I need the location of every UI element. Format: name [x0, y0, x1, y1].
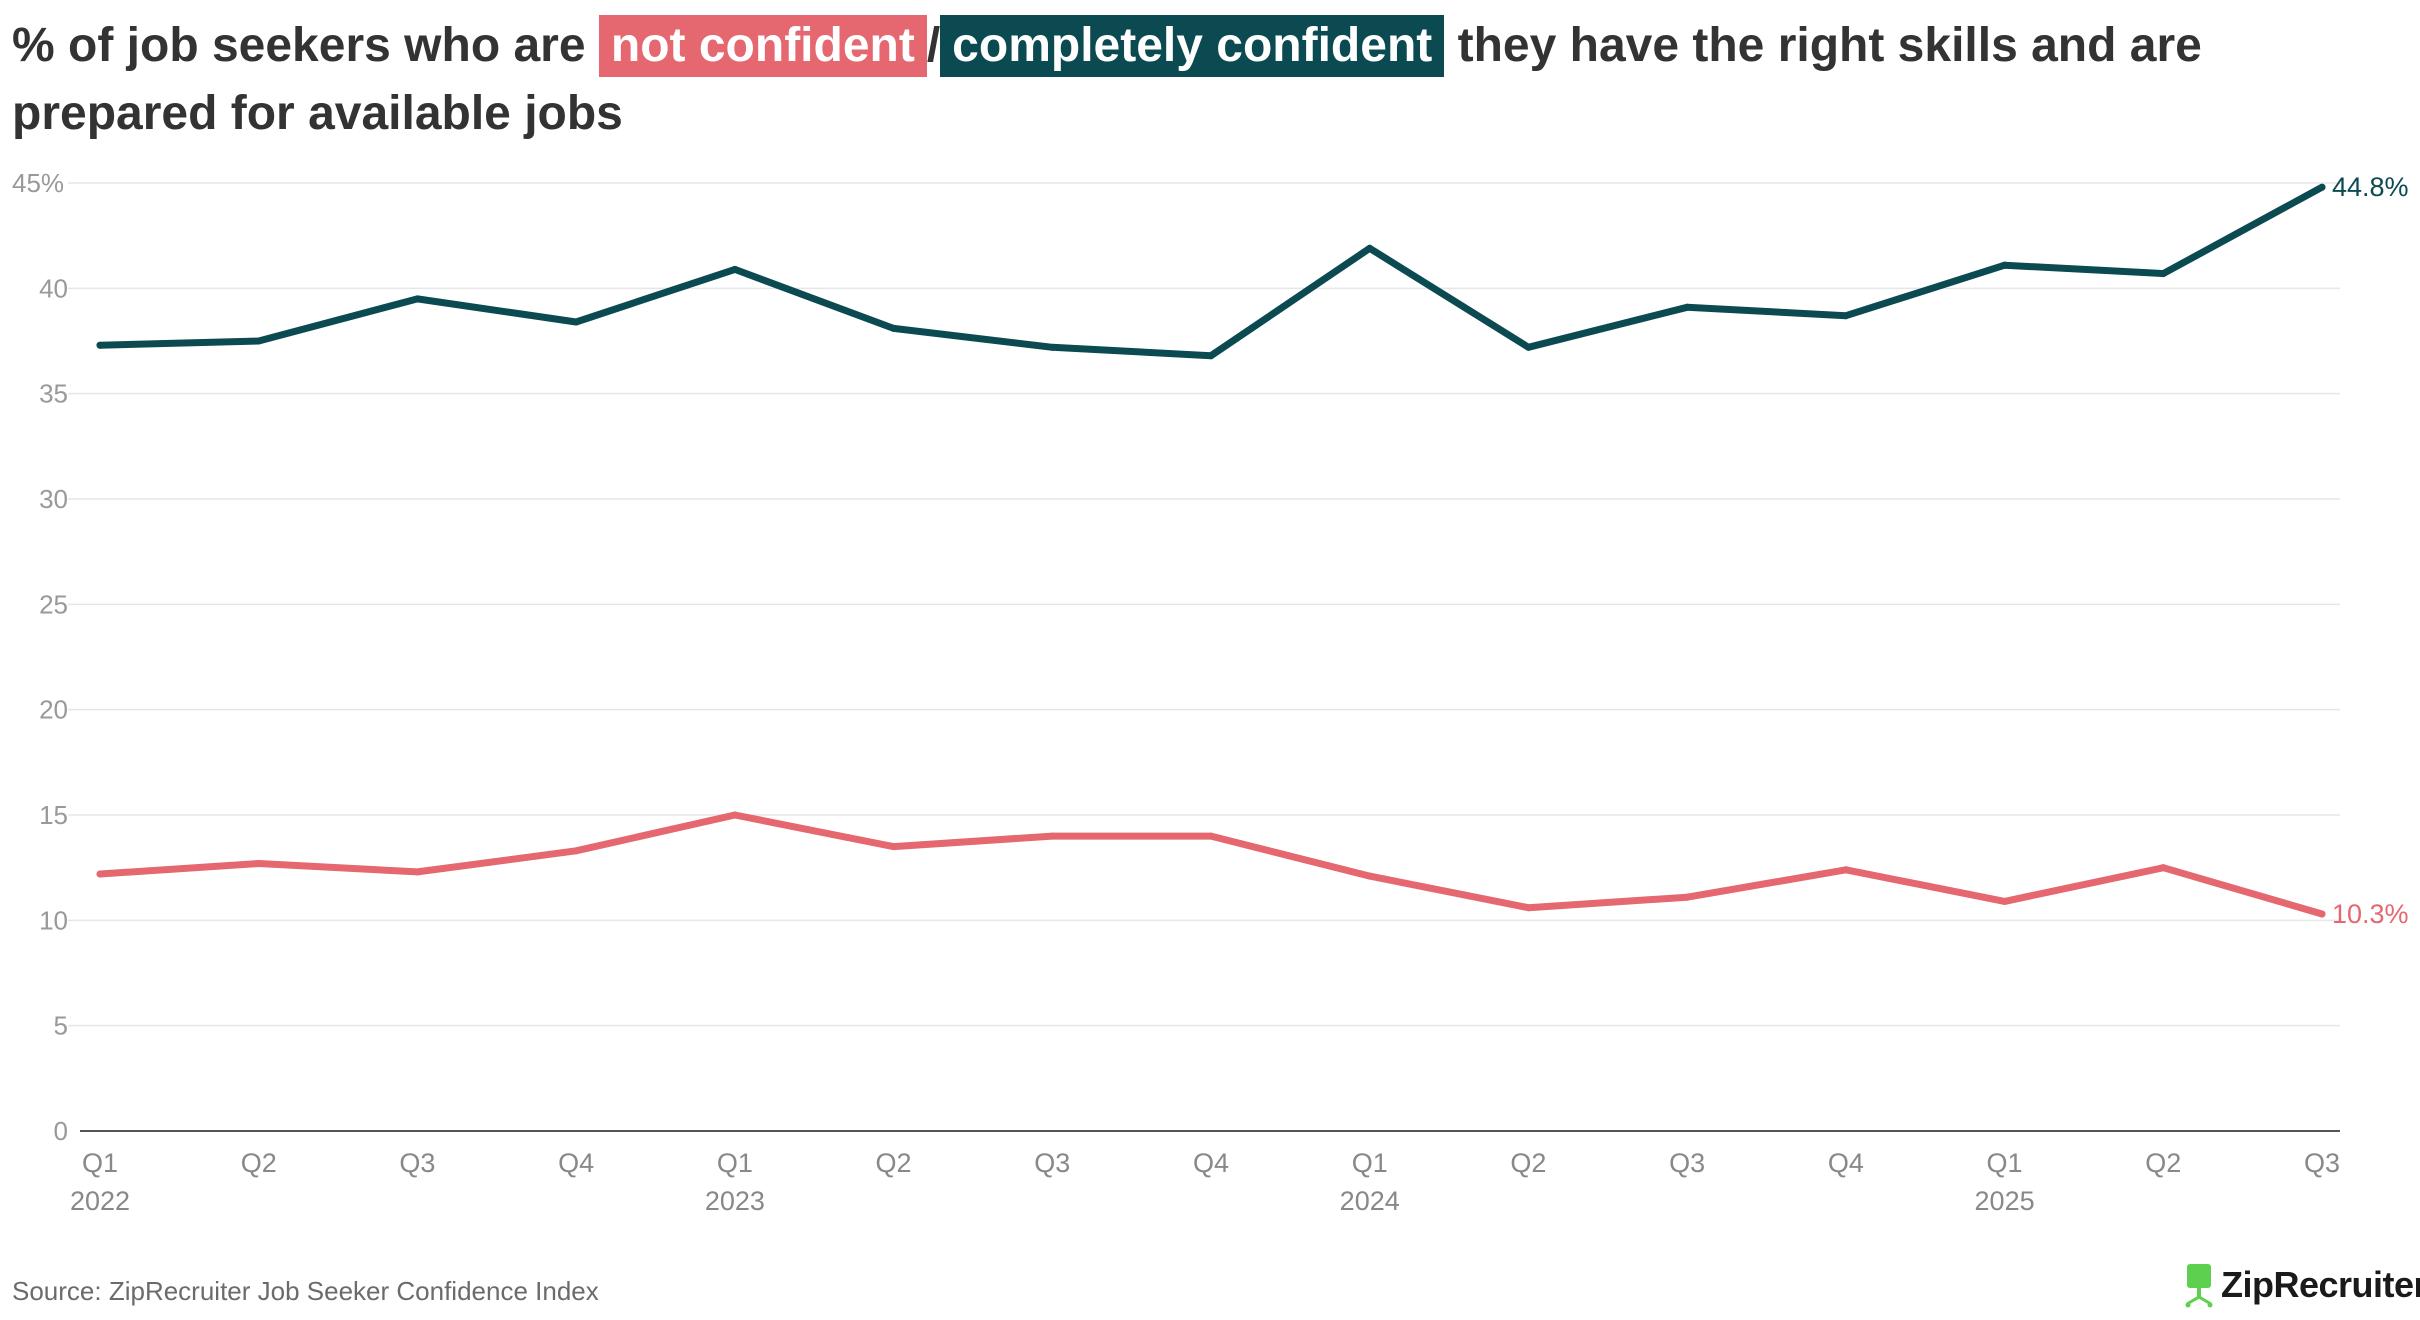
source-note: Source: ZipRecruiter Job Seeker Confiden…: [12, 1276, 599, 1306]
x-year-label: 2023: [705, 1186, 765, 1216]
x-tick-label: Q1: [1987, 1148, 2023, 1178]
data-point-not-confident: [1048, 832, 1056, 840]
x-tick-label: Q4: [558, 1148, 594, 1178]
data-point-not-confident: [1683, 893, 1691, 901]
series-group: [96, 183, 2326, 918]
y-tick-label: 0: [54, 1116, 68, 1146]
x-tick-label: Q2: [2145, 1148, 2181, 1178]
x-tick-label: Q2: [1510, 1148, 1546, 1178]
x-tick-label: Q3: [1669, 1148, 1705, 1178]
y-tick-label: 40: [39, 273, 68, 303]
data-point-completely-confident: [2159, 270, 2167, 278]
title-suffix: they have the right skills and are prepa…: [12, 19, 2202, 140]
data-point-completely-confident: [2001, 261, 2009, 269]
x-tick-label: Q2: [241, 1148, 277, 1178]
data-point-not-confident: [1366, 872, 1374, 880]
data-point-completely-confident: [1683, 303, 1691, 311]
x-tick-label: Q2: [876, 1148, 912, 1178]
y-tick-label: 30: [39, 484, 68, 514]
y-tick-label: 5: [54, 1011, 68, 1041]
chair-icon: [2185, 1264, 2213, 1308]
data-point-not-confident: [1207, 832, 1215, 840]
x-tick-label: Q1: [1352, 1148, 1388, 1178]
title-highlight-not-confident: not confident: [598, 15, 927, 77]
data-point-not-confident: [890, 843, 898, 851]
x-tick-label: Q3: [2304, 1148, 2340, 1178]
ziprecruiter-logo: ZipRecruiter ®: [2183, 1262, 2420, 1308]
data-point-completely-confident: [413, 295, 421, 303]
data-point-completely-confident: [731, 265, 739, 273]
series-line-not-confident: [96, 811, 2326, 918]
data-point-not-confident: [1524, 904, 1532, 912]
data-point-completely-confident: [1366, 244, 1374, 252]
logo-text: ZipRecruiter: [2221, 1264, 2420, 1305]
data-point-not-confident: [731, 811, 739, 819]
data-point-not-confident: [2159, 864, 2167, 872]
x-tick-label: Q3: [399, 1148, 435, 1178]
y-tick-label: 25: [39, 589, 68, 619]
data-point-completely-confident: [1524, 343, 1532, 351]
x-tick-label: Q1: [717, 1148, 753, 1178]
y-axis-ticks: 45% 40 35 30 25 20 15 10 5 0: [12, 168, 68, 1146]
y-tick-label: 35: [39, 379, 68, 409]
data-point-not-confident: [2318, 910, 2326, 918]
title-prefix: % of job seekers who are: [12, 19, 586, 72]
data-point-completely-confident: [96, 341, 104, 349]
x-tick-label: Q4: [1193, 1148, 1229, 1178]
end-labels: 44.8% 10.3%: [2332, 172, 2409, 929]
title-highlight-completely-confident: completely confident: [940, 15, 1445, 77]
end-label-not-confident: 10.3%: [2332, 899, 2409, 929]
x-year-label: 2024: [1340, 1186, 1400, 1216]
data-point-not-confident: [2001, 897, 2009, 905]
data-point-not-confident: [255, 859, 263, 867]
data-point-completely-confident: [255, 337, 263, 345]
end-label-completely-confident: 44.8%: [2332, 172, 2409, 202]
data-point-completely-confident: [1048, 343, 1056, 351]
title-separator: /: [926, 19, 941, 72]
y-tick-label: 10: [39, 905, 68, 935]
x-axis-ticks: Q1 Q2 Q3 Q4 Q1 Q2 Q3 Q4 Q1 Q2 Q3 Q4 Q1 Q2 Q3 2022 2023 20…: [70, 1148, 2340, 1216]
data-point-not-confident: [413, 868, 421, 876]
data-point-completely-confident: [890, 324, 898, 332]
x-tick-label: Q3: [1034, 1148, 1070, 1178]
y-tick-label: 20: [39, 695, 68, 725]
x-year-label: 2025: [1975, 1186, 2035, 1216]
data-point-completely-confident: [572, 318, 580, 326]
chart-title: % of job seekers who are not confident / c…: [12, 12, 2312, 148]
data-point-completely-confident: [1207, 352, 1215, 360]
y-tick-label: 15: [39, 800, 68, 830]
data-point-not-confident: [1842, 866, 1850, 874]
x-tick-label: Q4: [1828, 1148, 1864, 1178]
data-point-not-confident: [96, 870, 104, 878]
y-tick-label: 45%: [12, 168, 64, 198]
data-point-completely-confident: [1842, 312, 1850, 320]
grid-lines: [68, 182, 2340, 1132]
x-tick-label: Q1: [82, 1148, 118, 1178]
data-point-completely-confident: [2318, 183, 2326, 191]
x-year-label: 2022: [70, 1186, 130, 1216]
series-line-completely-confident: [96, 183, 2326, 360]
data-point-not-confident: [572, 847, 580, 855]
